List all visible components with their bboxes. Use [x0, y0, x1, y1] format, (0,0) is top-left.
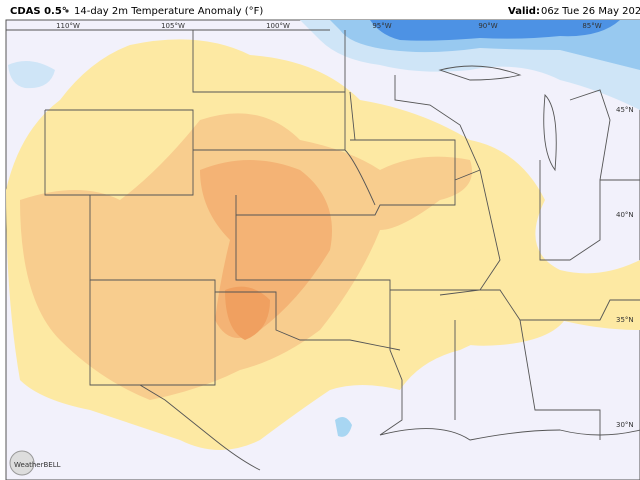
lon-label: 110°W [56, 22, 80, 30]
lon-label: 105°W [161, 22, 185, 30]
lon-label: 85°W [582, 22, 601, 30]
lat-label: 30°N [616, 421, 634, 429]
lon-label: 100°W [266, 22, 290, 30]
header-bar [0, 0, 640, 20]
cool-area [8, 61, 55, 89]
borders [6, 29, 640, 471]
lat-label: 35°N [616, 316, 634, 324]
lat-label: 45°N [616, 106, 634, 114]
separator [65, 9, 69, 13]
warm-area [225, 286, 270, 340]
valid-time: 06z Tue 26 May 2026 [541, 6, 640, 17]
warm-area [420, 306, 570, 346]
watermark-logo [9, 450, 35, 476]
map-title: 14-day 2m Temperature Anomaly (°F) [74, 6, 263, 17]
cool-area [335, 416, 352, 437]
lon-label: 90°W [478, 22, 497, 30]
valid-label: Valid: [508, 6, 540, 17]
cool-area [370, 20, 620, 41]
lat-label: 40°N [616, 211, 634, 219]
model-name: CDAS 0.5° [10, 6, 67, 17]
watermark: WeatherBELL [14, 461, 61, 469]
lon-label: 95°W [372, 22, 391, 30]
map-area: 110°W 105°W 100°W 95°W 90°W 85°W 45°N 40… [5, 19, 640, 480]
